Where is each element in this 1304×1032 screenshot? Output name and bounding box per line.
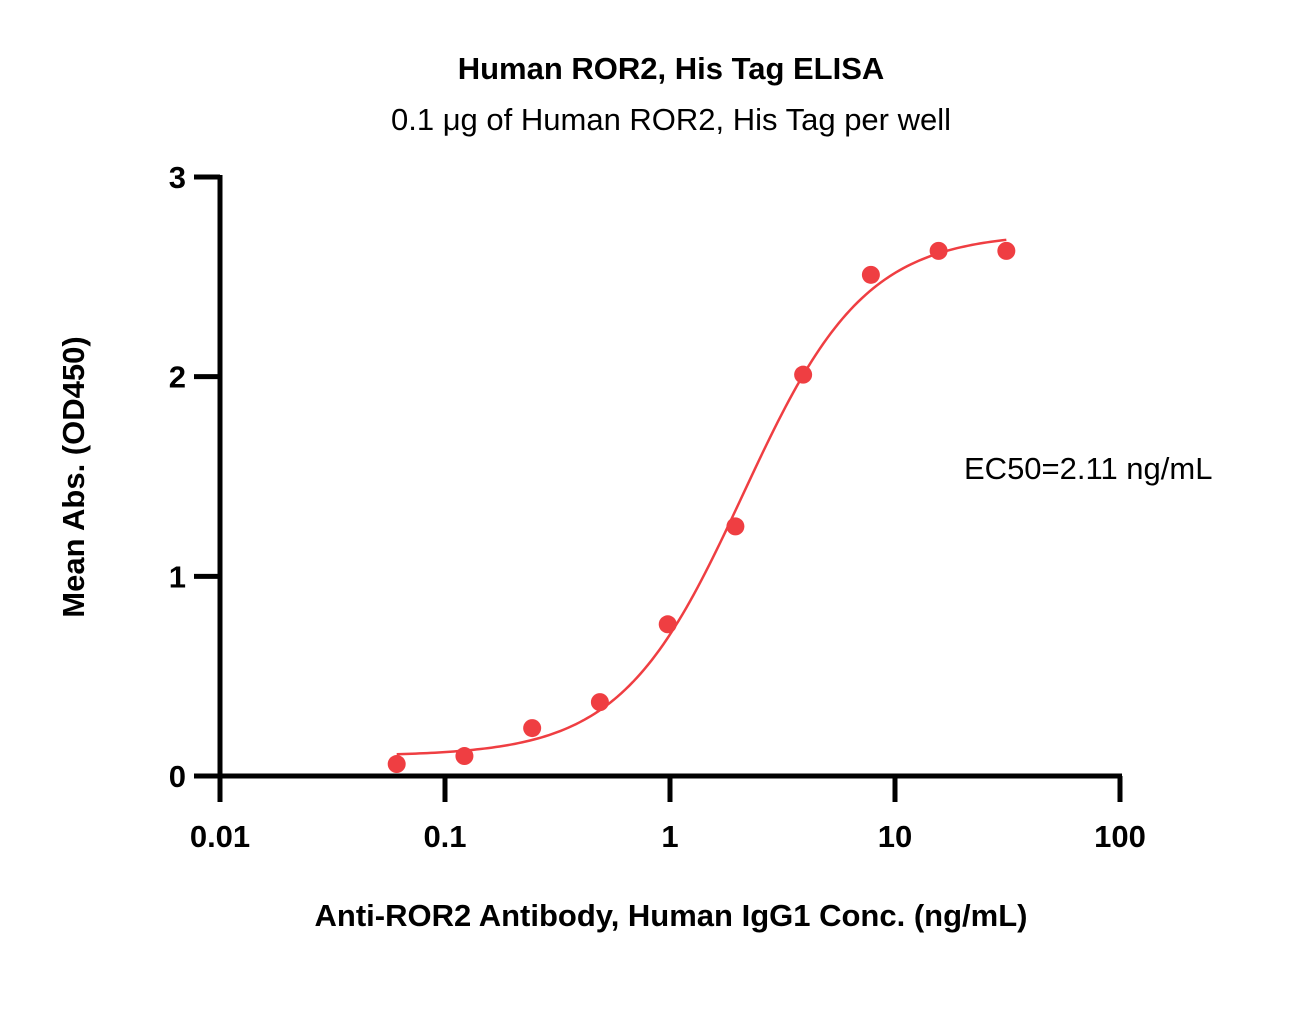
x-tick-label: 100 — [1094, 819, 1146, 854]
data-point — [523, 719, 542, 738]
data-point — [861, 265, 880, 284]
y-tick-label: 0 — [169, 759, 186, 794]
y-tick-label: 2 — [169, 360, 186, 395]
chart-subtitle: 0.1 μg of Human ROR2, His Tag per well — [391, 102, 951, 137]
axes — [194, 174, 1123, 802]
data-point — [794, 365, 813, 384]
data-points-layer — [387, 241, 1016, 774]
data-point — [726, 517, 745, 536]
chart-title: Human ROR2, His Tag ELISA — [458, 51, 885, 86]
fit-curve-layer — [396, 238, 1007, 756]
data-point — [997, 241, 1016, 260]
y-axis-label: Mean Abs. (OD450) — [56, 336, 91, 617]
data-point — [455, 747, 474, 766]
data-point — [929, 241, 948, 260]
x-tick-label: 0.1 — [423, 819, 466, 854]
ec50-annotation: EC50=2.11 ng/mL — [964, 451, 1212, 486]
data-point — [590, 693, 609, 712]
y-tick-label: 1 — [169, 559, 186, 594]
fit-curve — [396, 238, 1007, 756]
y-tick-label: 3 — [169, 160, 186, 195]
x-tick-label: 1 — [661, 819, 678, 854]
data-point — [387, 755, 406, 774]
x-axis-label: Anti-ROR2 Antibody, Human IgG1 Conc. (ng… — [315, 898, 1028, 933]
tick-labels: 0 1 2 3 0.01 0.1 1 10 100 — [169, 160, 1146, 854]
data-point — [658, 615, 677, 634]
x-tick-label: 10 — [878, 819, 912, 854]
x-tick-label: 0.01 — [190, 819, 250, 854]
